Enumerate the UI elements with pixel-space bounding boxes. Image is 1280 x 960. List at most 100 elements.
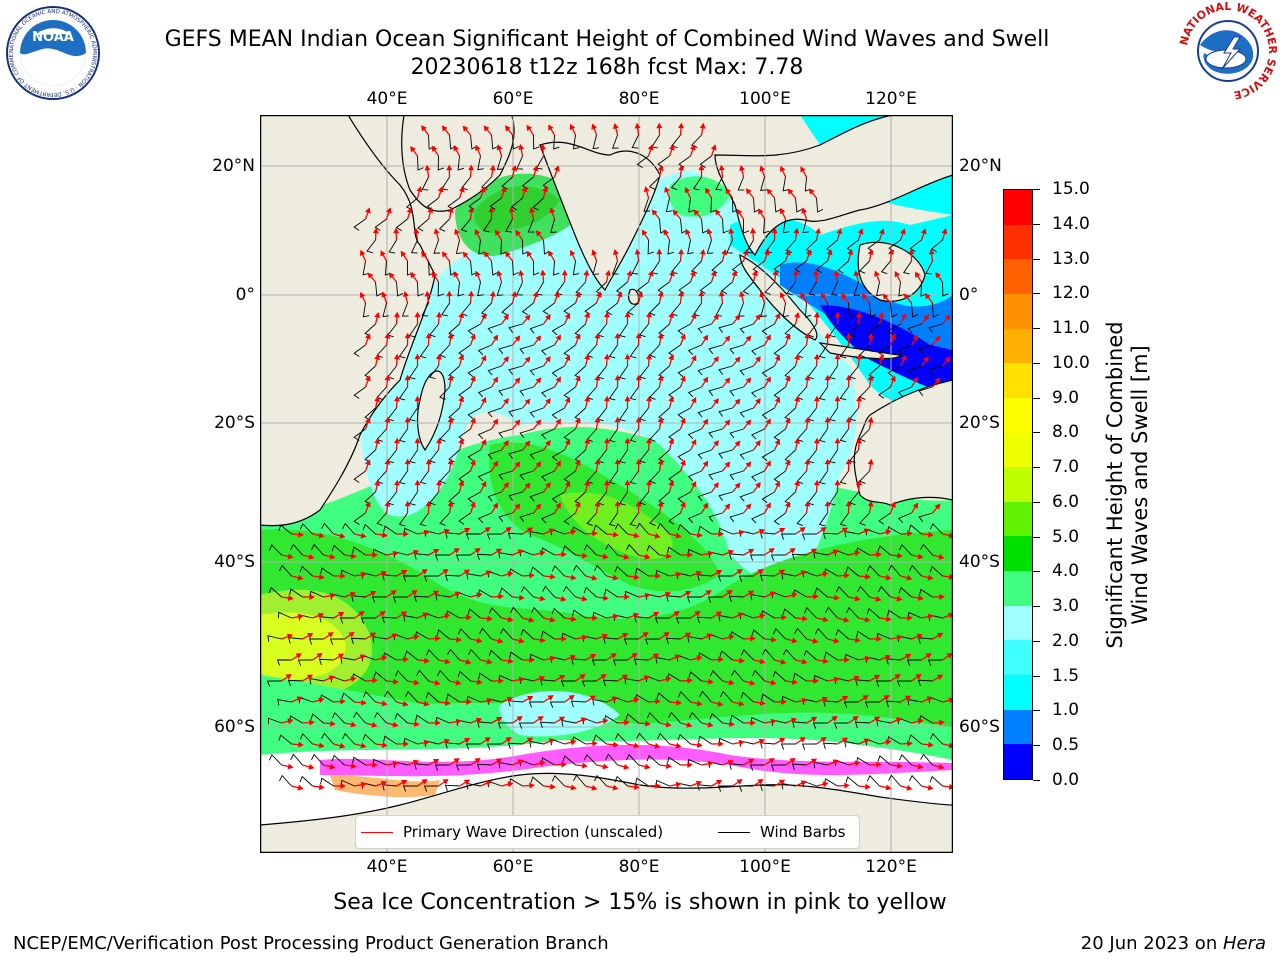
wind-barb — [698, 735, 712, 745]
lat-tick-left: 20°N — [212, 156, 255, 176]
wind-barb — [519, 344, 534, 355]
wave-direction-arrowhead — [527, 695, 534, 702]
wave-direction-arrowhead — [470, 501, 476, 508]
wave-direction-arrowhead — [474, 547, 481, 554]
wind-barb — [718, 449, 733, 459]
wave-direction-arrowhead — [668, 354, 675, 361]
wave-direction-arrowhead — [532, 165, 539, 172]
wind-barb — [381, 616, 397, 624]
wave-direction-arrowhead — [935, 271, 941, 279]
wave-direction-arrowhead — [810, 716, 818, 723]
wind-barb — [646, 544, 660, 556]
wind-barb — [906, 659, 922, 666]
wind-barb — [441, 302, 450, 317]
wind-barb — [362, 691, 376, 703]
wave-direction-arrowhead — [633, 697, 640, 704]
wind-barb — [287, 679, 303, 687]
wind-barb — [398, 428, 408, 443]
wave-direction-arrowhead — [518, 143, 525, 150]
wind-barb — [761, 407, 775, 420]
colorbar-tick-mark — [1033, 640, 1040, 642]
wind-barb — [671, 134, 681, 149]
wind-barb — [773, 260, 786, 273]
wind-barb — [701, 218, 709, 234]
wind-barb — [593, 524, 607, 535]
wave-direction-arrowhead — [784, 501, 791, 508]
wave-direction-arrowhead — [856, 479, 863, 486]
wind-barb — [498, 344, 513, 354]
wind-barb — [646, 712, 660, 724]
lon-tick-bottom: 120°E — [865, 857, 917, 877]
noaa-logo-text: NOAA — [32, 30, 74, 45]
wind-barb — [928, 365, 943, 375]
wave-direction-arrowhead — [453, 271, 459, 278]
wave-direction-arrowhead — [500, 186, 507, 193]
colorbar-segment — [1004, 709, 1032, 745]
wave-direction-arrowhead — [542, 185, 548, 193]
wind-barb — [729, 386, 744, 397]
wave-direction-arrowhead — [635, 332, 642, 339]
wave-direction-arrowhead — [834, 311, 841, 318]
wave-direction-arrowhead — [702, 418, 709, 425]
colorbar-tick-mark — [1033, 223, 1040, 225]
wind-barb — [866, 565, 880, 577]
wind-barb — [670, 260, 681, 275]
wind-barb — [670, 176, 681, 191]
wind-barb — [408, 449, 418, 464]
wind-barb — [562, 755, 576, 766]
wave-direction-arrowhead — [793, 227, 800, 234]
wind-barb — [698, 525, 712, 535]
wind-barb — [360, 617, 376, 624]
wave-direction-arrowhead — [906, 574, 913, 581]
wind-barb — [818, 428, 828, 443]
wave-direction-arrowhead — [883, 694, 890, 701]
wave-direction-arrowhead — [504, 251, 511, 258]
wind-barb — [395, 218, 408, 232]
wave-direction-arrowhead — [896, 634, 903, 641]
wave-direction-arrowhead — [914, 271, 921, 278]
wave-direction-arrowhead — [884, 654, 892, 661]
wave-direction-arrowhead — [623, 763, 630, 770]
wave-direction-arrowhead — [359, 291, 366, 299]
colorbar-tick-label: 1.0 — [1052, 700, 1080, 721]
wind-barb — [629, 428, 639, 443]
wave-direction-arrowhead — [745, 419, 752, 426]
wave-direction-arrowhead — [350, 676, 357, 683]
wave-direction-arrowhead — [944, 356, 951, 363]
wind-barb — [848, 302, 855, 318]
wave-direction-arrowhead — [413, 634, 420, 641]
wind-barb — [759, 574, 775, 582]
wind-barb — [425, 691, 439, 703]
wave-direction-arrowhead — [466, 698, 472, 705]
colorbar-segment — [1004, 501, 1032, 537]
lon-tick-bottom: 60°E — [492, 857, 534, 877]
wave-direction-arrowhead — [734, 482, 741, 489]
wind-barb — [837, 260, 849, 274]
wave-direction-arrowhead — [854, 636, 861, 643]
wind-barb — [447, 648, 460, 661]
wave-direction-arrowhead — [524, 314, 531, 321]
lon-tick-top: 60°E — [492, 89, 534, 109]
wave-direction-arrowhead — [678, 248, 685, 255]
wave-direction-arrowhead — [374, 437, 381, 445]
wave-direction-arrowhead — [800, 166, 806, 173]
wave-direction-arrowhead — [367, 272, 374, 279]
wind-barb — [715, 176, 723, 191]
wave-direction-arrowhead — [801, 658, 808, 665]
wave-direction-arrowhead — [539, 636, 546, 643]
wind-barb — [782, 176, 790, 192]
wave-direction-arrowhead — [804, 458, 811, 465]
wave-direction-arrowhead — [358, 611, 365, 617]
wave-direction-arrowhead — [655, 698, 661, 705]
wave-direction-arrowhead — [787, 188, 794, 195]
wind-barb — [429, 365, 439, 380]
wave-direction-arrowhead — [834, 594, 840, 601]
wind-barb — [476, 763, 492, 771]
wave-direction-arrowhead — [545, 355, 551, 363]
wave-direction-arrowhead — [680, 459, 686, 466]
wave-direction-arrowhead — [538, 675, 546, 682]
wind-barb — [631, 260, 639, 275]
wind-barb — [421, 176, 429, 191]
wave-direction-arrowhead — [724, 419, 731, 426]
wave-direction-arrowhead — [695, 570, 703, 577]
